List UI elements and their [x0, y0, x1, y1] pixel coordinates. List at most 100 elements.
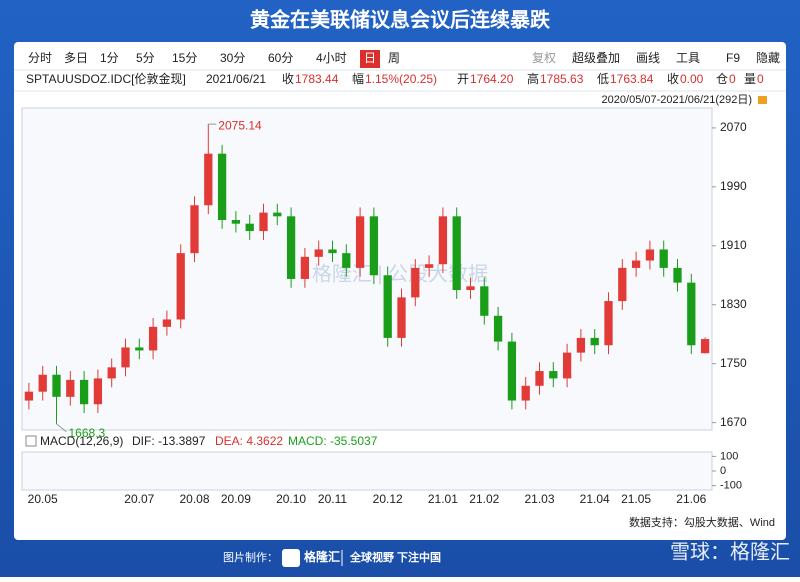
- quote-value: 0: [757, 72, 764, 86]
- quote-label: 幅: [352, 71, 364, 86]
- candle-body: [314, 249, 323, 257]
- toolbar-tab[interactable]: 4小时: [316, 51, 347, 65]
- candle-body: [411, 267, 420, 298]
- toolbar-button[interactable]: 工具: [676, 51, 700, 65]
- candle-body: [480, 286, 489, 316]
- quote-symbol: SPTAUUSDOZ.IDC[伦敦金现]: [26, 71, 186, 86]
- y-tick-label: 1990: [720, 179, 747, 193]
- candle-body: [424, 264, 434, 268]
- toolbar-button[interactable]: F9: [726, 51, 740, 65]
- x-tick-label: 21.04: [580, 492, 610, 506]
- toolbar-button[interactable]: 隐藏: [756, 51, 780, 65]
- brand-logo: [282, 549, 300, 567]
- candle-body: [507, 341, 517, 401]
- candle-body: [107, 367, 116, 379]
- toolbar-tab[interactable]: 30分: [220, 51, 245, 65]
- candle-body: [148, 326, 158, 351]
- candle-body: [190, 205, 199, 254]
- candle-body: [328, 249, 337, 254]
- toolbar-tab[interactable]: 多日: [64, 51, 88, 65]
- macd-tick-label: -100: [720, 480, 742, 492]
- candle-body: [369, 216, 379, 276]
- candle-body: [217, 153, 227, 220]
- candle-body: [135, 347, 144, 351]
- source: 数据支持：勾股大数据、Wind: [629, 515, 775, 529]
- y-tick-label: 1750: [720, 356, 747, 370]
- quote-value: 1.15%(20.25): [365, 72, 437, 86]
- x-tick-label: 20.11: [318, 492, 347, 506]
- toolbar-tab[interactable]: 5分: [136, 51, 155, 65]
- candle-body: [162, 319, 172, 327]
- toolbar-button[interactable]: 复权: [532, 51, 556, 65]
- annotation-max: 2075.14: [218, 118, 262, 132]
- footer-made-by: 图片制作：: [223, 551, 278, 564]
- toolbar-tab[interactable]: 1分: [100, 51, 119, 65]
- macd-title: MACD(12,26,9): [40, 434, 123, 448]
- candle-body: [493, 315, 503, 342]
- candle-body: [259, 212, 268, 232]
- plot-area: [21, 107, 713, 431]
- toolbar-button[interactable]: 超级叠加: [572, 50, 620, 65]
- candle-body: [79, 379, 89, 405]
- footer-slogan: 全球视野 下注中国: [349, 550, 441, 564]
- x-tick-label: 20.07: [124, 492, 154, 506]
- x-tick-label: 21.06: [676, 492, 706, 506]
- toolbar-tab[interactable]: 日: [364, 51, 376, 65]
- tab-selected: [360, 50, 380, 68]
- candle-body: [631, 260, 641, 268]
- candle-body: [231, 220, 241, 224]
- macd-tick-label: 0: [720, 465, 726, 477]
- macd-dif: DIF: -13.3897: [132, 434, 206, 448]
- candle-body: [24, 391, 34, 401]
- candle-body: [521, 385, 530, 401]
- candle-body: [300, 256, 310, 279]
- toolbar-tab[interactable]: 周: [388, 51, 400, 65]
- quote-value: 1783.44: [295, 72, 339, 86]
- toolbar-button[interactable]: 画线: [636, 51, 660, 65]
- macd-area: [21, 451, 713, 491]
- quote-label: 收: [667, 72, 679, 86]
- candle-body: [645, 249, 655, 261]
- x-tick-label: 21.03: [524, 492, 554, 506]
- x-tick-label: 20.08: [179, 492, 209, 506]
- candle-body: [659, 249, 668, 268]
- lock-icon: [758, 96, 767, 104]
- toolbar-tab[interactable]: 60分: [268, 51, 293, 65]
- candle-body: [38, 374, 47, 392]
- quote-value: 0.00: [680, 72, 704, 86]
- candle-body: [438, 216, 448, 265]
- candle-body: [700, 339, 710, 354]
- candle-body: [342, 253, 351, 268]
- toolbar-tab[interactable]: 15分: [172, 51, 197, 65]
- candle-body: [273, 212, 282, 217]
- x-tick-label: 20.10: [276, 492, 306, 506]
- y-tick-label: 1670: [720, 415, 747, 429]
- quote-label: 量: [744, 72, 756, 86]
- macd-dea: DEA: 4.3622: [215, 434, 283, 448]
- quote-label: 收: [282, 72, 294, 86]
- candle-body: [466, 286, 475, 290]
- candle-body: [66, 379, 75, 397]
- candle-body: [383, 275, 392, 338]
- quote-value: 0: [729, 72, 736, 86]
- candle-body: [204, 153, 213, 206]
- banner-title: 黄金在美联储议息会议后连续暴跌: [250, 7, 551, 31]
- candle-body: [549, 371, 558, 379]
- quote-label: 高: [527, 71, 539, 86]
- x-tick-label: 21.01: [428, 492, 458, 506]
- macd-value: MACD: -35.5037: [288, 434, 378, 448]
- candle-body: [576, 337, 586, 353]
- x-tick-label: 20.09: [221, 492, 251, 506]
- candle-body: [245, 223, 254, 232]
- candle-body: [604, 301, 613, 346]
- candle-body: [673, 267, 682, 283]
- macd-tick-label: 100: [720, 450, 738, 462]
- y-tick-label: 1830: [720, 297, 747, 311]
- candle-body: [397, 297, 406, 338]
- candle-body: [176, 253, 185, 320]
- quote-value: 1763.84: [610, 72, 654, 86]
- toolbar-tab[interactable]: 分时: [28, 51, 52, 65]
- annotation-line: [56, 423, 67, 433]
- candle-body: [535, 371, 544, 386]
